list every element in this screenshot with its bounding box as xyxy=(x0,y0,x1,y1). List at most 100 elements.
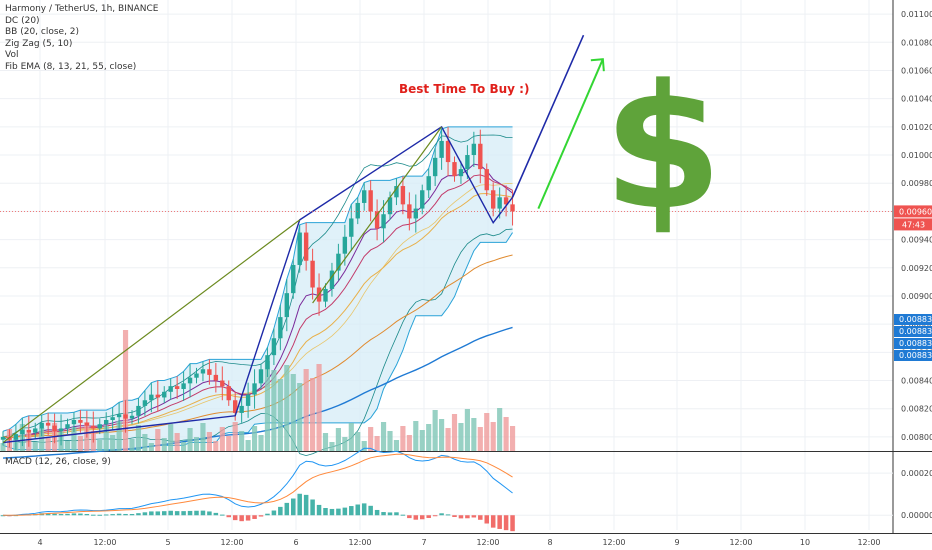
volume-bar xyxy=(110,435,116,451)
candle-body xyxy=(420,190,425,209)
macd-hist-bar xyxy=(58,514,64,516)
volume-bar xyxy=(335,428,341,451)
candle-body xyxy=(342,236,348,254)
volume-bar xyxy=(316,364,322,451)
x-tick-label: 10 xyxy=(800,538,810,547)
y-tick-label: 0.01020 xyxy=(901,123,932,132)
volume-bar xyxy=(187,428,193,451)
volume-bar xyxy=(142,434,148,451)
volume-bar xyxy=(226,436,232,451)
candle-body xyxy=(284,293,289,318)
macd-hist-bar xyxy=(355,504,361,516)
macd-hist-bar xyxy=(129,513,135,516)
volume-bar xyxy=(464,409,470,451)
volume-bar xyxy=(380,422,387,451)
volume-bar xyxy=(355,432,361,451)
last-price-label-bg xyxy=(894,205,932,218)
macd-hist-bar xyxy=(194,510,199,516)
macd-hist-bar xyxy=(103,514,109,516)
macd-hist-bar xyxy=(426,515,431,518)
macd-hist-bar xyxy=(97,514,103,516)
macd-hist-bar xyxy=(278,506,283,516)
volume-bar xyxy=(32,442,38,451)
macd-hist-bar xyxy=(181,511,186,516)
macd-hist-bar xyxy=(284,502,290,516)
candle-body xyxy=(245,394,251,406)
candle-body xyxy=(194,373,199,378)
macd-hist-bar xyxy=(458,515,464,519)
volume-bar xyxy=(251,426,258,451)
volume-bar xyxy=(277,379,283,451)
volume-bar xyxy=(445,428,451,451)
indicator-label-bg xyxy=(894,314,932,325)
candle-body xyxy=(258,369,264,384)
forecast-arrow-head xyxy=(590,58,605,72)
macd-hist-bar xyxy=(413,515,419,520)
volume-bar xyxy=(219,427,225,451)
candle-body xyxy=(491,190,496,209)
annotation-text: Best Time To Buy :) xyxy=(399,82,530,96)
donchian-fill xyxy=(3,126,513,450)
candle-body xyxy=(110,417,115,420)
candle-body xyxy=(265,355,270,370)
volume-bar xyxy=(406,435,412,451)
macd-hist-bar xyxy=(439,513,444,516)
macd-hist-bar xyxy=(432,515,438,517)
macd-hist-bar xyxy=(407,515,412,519)
macd-hist-bar xyxy=(174,511,180,516)
candle-body xyxy=(33,428,38,433)
candle-body xyxy=(329,270,335,289)
volume-bar xyxy=(439,419,445,451)
macd-hist-bar xyxy=(65,513,70,516)
macd-hist-bar xyxy=(465,515,470,519)
candle-body xyxy=(239,405,244,413)
volume-bar xyxy=(39,428,45,451)
macd-hist-bar xyxy=(110,514,115,516)
candle-body xyxy=(368,190,373,212)
volume-bar xyxy=(45,437,51,451)
volume-bar xyxy=(393,440,400,451)
volume-bar xyxy=(497,408,503,451)
macd-hist-bar xyxy=(136,513,141,516)
macd-hist-bar xyxy=(323,507,328,516)
macd-hist-bar xyxy=(445,514,451,516)
x-tick-label: 8 xyxy=(547,538,552,547)
volume-bar xyxy=(387,431,393,451)
macd-tick-label: 0.00000 xyxy=(901,511,932,520)
candle-body xyxy=(65,424,70,429)
signal-line xyxy=(2,453,513,516)
candle-body xyxy=(310,260,315,288)
x-tick-label: 12:00 xyxy=(348,538,371,547)
candle-body xyxy=(478,143,483,170)
macd-hist-bar xyxy=(271,510,277,516)
volume-bar xyxy=(135,425,142,451)
y-tick-label: 0.00980 xyxy=(901,179,932,188)
volume-bar xyxy=(103,426,109,451)
macd-hist-bar xyxy=(155,511,161,516)
candle-body xyxy=(45,422,51,426)
macd-hist-bar xyxy=(187,510,193,516)
candle-body xyxy=(207,369,212,375)
y-tick-label: 0.01000 xyxy=(901,151,932,160)
volume-bar xyxy=(271,370,277,451)
forecast-arrow xyxy=(537,58,604,209)
candle-body xyxy=(39,422,44,429)
volume-bar xyxy=(206,432,212,451)
chart-legend: Harmony / TetherUS, 1h, BINANCE DC (20) … xyxy=(5,4,158,73)
x-tick-label: 12:00 xyxy=(476,538,499,547)
candle-body xyxy=(129,415,135,419)
macd-hist-bar xyxy=(290,498,296,516)
candle-body xyxy=(426,176,431,191)
volume-bar xyxy=(258,435,264,451)
candle-body xyxy=(355,202,360,219)
x-tick-label: 12:00 xyxy=(857,538,880,547)
macd-hist-bar xyxy=(329,508,335,516)
volume-bar xyxy=(148,443,154,451)
y-tick-label: 0.01060 xyxy=(901,66,932,75)
candle-body xyxy=(181,383,186,389)
volume-bar xyxy=(303,369,309,451)
indicator-label-bg xyxy=(894,350,932,361)
candle-body xyxy=(187,377,193,384)
candle-body xyxy=(452,162,457,177)
